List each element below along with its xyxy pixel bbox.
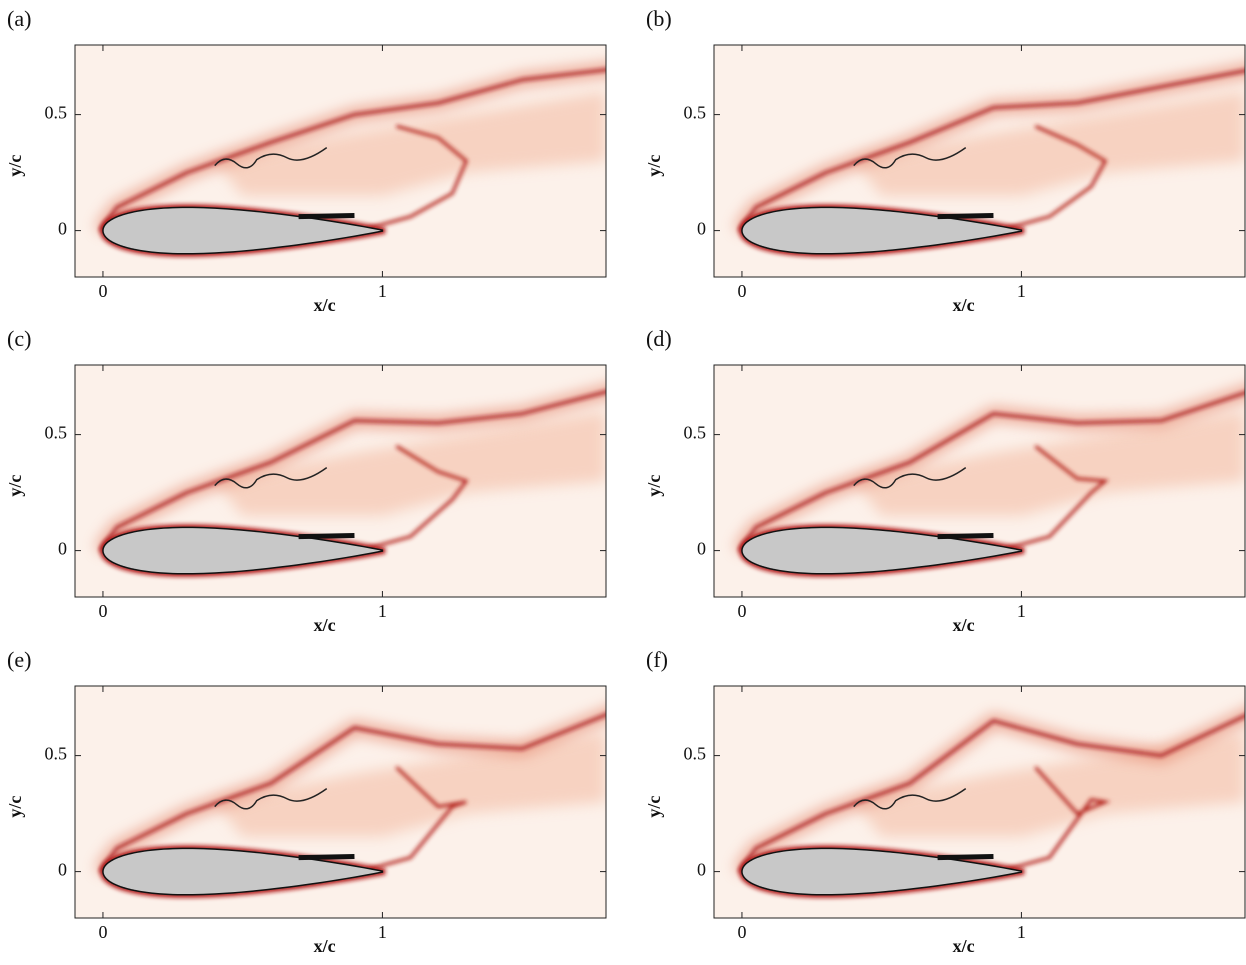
y-axis-label: y/c	[5, 155, 25, 177]
vortex-lines	[853, 467, 967, 489]
shear-layer	[98, 68, 606, 232]
vortex-lines	[214, 147, 328, 169]
wake-vortex	[368, 124, 469, 230]
flap-line	[298, 213, 355, 220]
y-axis-label: y/c	[644, 475, 664, 497]
y-tick-label: 0	[697, 539, 706, 559]
x-axis-label: x/c	[953, 615, 975, 635]
x-tick-label: 0	[98, 922, 107, 942]
field	[75, 45, 606, 277]
flap-line	[298, 533, 355, 540]
airfoil	[741, 206, 1023, 255]
panel: 0 1 0 0.5 x/c y/c (c)	[5, 326, 607, 635]
y-tick-label: 0.5	[684, 744, 707, 764]
wake-region	[214, 732, 606, 837]
x-axis-label: x/c	[314, 936, 336, 956]
axes-frame	[74, 685, 607, 919]
x-tick-label: 0	[98, 601, 107, 621]
x-tick-label: 0	[737, 281, 746, 301]
x-tick-label: 0	[737, 922, 746, 942]
axes-frame	[713, 44, 1246, 278]
y-axis-label: y/c	[644, 796, 664, 818]
x-tick-label: 1	[378, 922, 387, 942]
wake-region	[853, 411, 1245, 516]
y-axis-label: y/c	[5, 796, 25, 818]
axes-frame	[713, 685, 1246, 919]
x-tick-label: 1	[378, 601, 387, 621]
field	[75, 365, 606, 597]
vortex-lines	[853, 788, 967, 810]
shear-layer	[98, 390, 606, 552]
panel: 0 1 0 0.5 x/c y/c (a)	[5, 6, 607, 315]
x-axis-label: x/c	[953, 295, 975, 315]
flap-line	[937, 533, 994, 540]
x-axis-label: x/c	[314, 295, 336, 315]
shear-layer	[98, 713, 606, 873]
y-tick-label: 0.5	[45, 423, 68, 443]
panel-label: (f)	[646, 647, 668, 672]
y-tick-label: 0.5	[45, 103, 68, 123]
field	[714, 365, 1245, 597]
field	[75, 686, 606, 918]
wake-vortex	[1007, 766, 1111, 871]
shear-layer	[737, 714, 1245, 873]
shear-layer	[737, 69, 1245, 232]
y-tick-label: 0.5	[45, 744, 68, 764]
panel: 0 1 0 0.5 x/c y/c (e)	[5, 647, 607, 956]
field	[714, 45, 1245, 277]
wake-region	[853, 91, 1245, 196]
y-tick-label: 0.5	[684, 103, 707, 123]
panel-label: (a)	[7, 6, 31, 31]
flap-line	[298, 854, 355, 861]
x-axis-label: x/c	[314, 615, 336, 635]
airfoil	[102, 526, 384, 575]
x-tick-label: 1	[1017, 281, 1026, 301]
wake-region	[214, 411, 606, 516]
airfoil	[741, 526, 1023, 575]
y-tick-label: 0	[58, 539, 67, 559]
airfoil	[102, 206, 384, 255]
panel: 0 1 0 0.5 x/c y/c (b)	[644, 6, 1246, 315]
shear-layer	[737, 391, 1245, 552]
flap-line	[937, 213, 994, 220]
panel-label: (e)	[7, 647, 31, 672]
y-tick-label: 0	[697, 860, 706, 880]
x-tick-label: 1	[1017, 922, 1026, 942]
panel: 0 1 0 0.5 x/c y/c (f)	[644, 647, 1246, 956]
x-tick-label: 0	[737, 601, 746, 621]
wake-vortex	[1007, 124, 1108, 230]
axes-frame	[713, 364, 1246, 598]
field	[714, 686, 1245, 918]
panel-label: (b)	[646, 6, 672, 31]
flap-line	[937, 854, 994, 861]
axes-frame	[74, 364, 607, 598]
wake-vortex	[368, 444, 469, 550]
y-axis-label: y/c	[644, 155, 664, 177]
x-tick-label: 0	[98, 281, 107, 301]
x-axis-label: x/c	[953, 936, 975, 956]
y-tick-label: 0.5	[684, 423, 707, 443]
x-tick-label: 1	[1017, 601, 1026, 621]
panel: 0 1 0 0.5 x/c y/c (d)	[644, 326, 1246, 635]
airfoil	[102, 847, 384, 896]
wake-vortex	[368, 766, 467, 871]
y-tick-label: 0	[697, 219, 706, 239]
wake-vortex	[1007, 445, 1110, 550]
vortex-lines	[214, 788, 328, 810]
y-axis-label: y/c	[5, 475, 25, 497]
vortex-lines	[214, 467, 328, 489]
panel-label: (d)	[646, 326, 672, 351]
axes-frame	[74, 44, 607, 278]
wake-region	[214, 91, 606, 196]
vortex-lines	[853, 147, 967, 169]
y-tick-label: 0	[58, 860, 67, 880]
airfoil	[741, 847, 1023, 896]
x-tick-label: 1	[378, 281, 387, 301]
y-tick-label: 0	[58, 219, 67, 239]
panel-label: (c)	[7, 326, 31, 351]
